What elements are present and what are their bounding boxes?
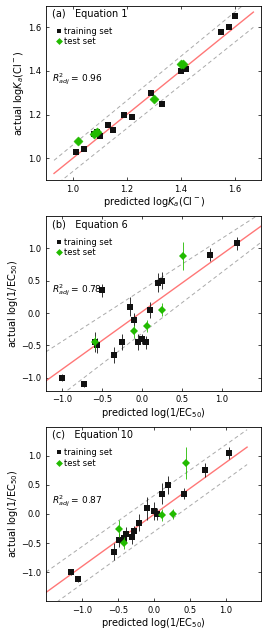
Point (219, 27, 223, 37)
Point (130, 112, 134, 122)
Point (122, 109, 126, 120)
Point (179, 59, 183, 69)
Text: $R^2_{adj}$ = 0.87: $R^2_{adj}$ = 0.87 (52, 493, 103, 509)
Point (81, 144, 86, 155)
Point (160, 99, 164, 109)
Point (92, 129, 97, 139)
Point (152, 94, 156, 104)
Text: (a)   Equation 1: (a) Equation 1 (52, 9, 128, 19)
Text: (c)   Equation 10: (c) Equation 10 (52, 431, 134, 440)
Point (181, 59, 186, 69)
Point (73, 146, 78, 156)
Point (92, 129, 97, 139)
Text: $R^2_{adj}$ = 0.78: $R^2_{adj}$ = 0.78 (52, 282, 103, 298)
Point (95, 127, 99, 137)
X-axis label: predicted log(1/EC$_{50}$): predicted log(1/EC$_{50}$) (101, 616, 206, 630)
Point (98, 131, 102, 141)
X-axis label: predicted log$K_a$(Cl$^-$): predicted log$K_a$(Cl$^-$) (103, 195, 205, 209)
Point (76, 135, 80, 146)
Point (111, 125, 115, 135)
Y-axis label: actual log(1/EC$_{50}$): actual log(1/EC$_{50}$) (6, 470, 19, 558)
Legend: training set, test set: training set, test set (57, 448, 112, 467)
Point (232, 11, 237, 22)
Point (184, 64, 188, 74)
Y-axis label: actual log(1/EC$_{50}$): actual log(1/EC$_{50}$) (6, 259, 19, 347)
Point (179, 66, 183, 76)
Point (149, 88, 153, 98)
Text: $R^2_{adj}$ = 0.96: $R^2_{adj}$ = 0.96 (52, 72, 103, 87)
X-axis label: predicted log(1/EC$_{50}$): predicted log(1/EC$_{50}$) (101, 406, 206, 420)
Point (95, 127, 99, 137)
Y-axis label: actual log$K_a$(Cl$^-$): actual log$K_a$(Cl$^-$) (13, 50, 26, 135)
Point (227, 22, 231, 32)
Point (106, 120, 110, 130)
Legend: training set, test set: training set, test set (57, 27, 112, 46)
Text: (b)   Equation 6: (b) Equation 6 (52, 219, 128, 230)
Legend: training set, test set: training set, test set (57, 238, 112, 257)
